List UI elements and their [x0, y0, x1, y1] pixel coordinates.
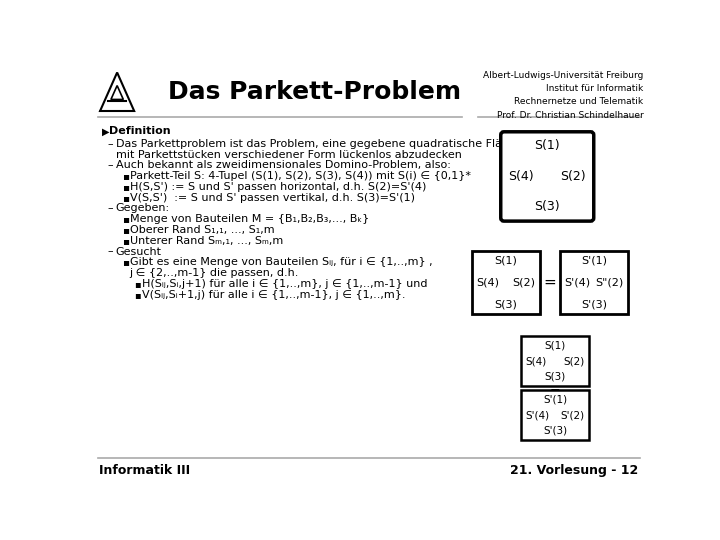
- Text: S"(2): S"(2): [595, 278, 624, 288]
- Bar: [521, 336, 589, 386]
- Text: –: –: [108, 204, 114, 213]
- Text: S'(3): S'(3): [543, 426, 567, 436]
- Text: ▪: ▪: [122, 182, 129, 192]
- Text: S'(4): S'(4): [526, 410, 549, 420]
- Text: V(Sᵢⱼ,Sᵢ+1,j) für alle i ∈ {1,..,m-1}, j ∈ {1,..,m}.: V(Sᵢⱼ,Sᵢ+1,j) für alle i ∈ {1,..,m-1}, j…: [142, 289, 405, 300]
- Text: S'(1): S'(1): [581, 256, 607, 266]
- Text: =: =: [549, 382, 560, 395]
- Text: ▪: ▪: [134, 279, 141, 289]
- Text: S(3): S(3): [544, 372, 566, 382]
- Text: S(2): S(2): [560, 170, 586, 183]
- Text: 21. Vorlesung - 12: 21. Vorlesung - 12: [510, 464, 639, 477]
- Text: ▪: ▪: [122, 193, 129, 202]
- Text: S'(2): S'(2): [560, 410, 585, 420]
- Text: H(Sᵢⱼ,Sᵢ,j+1) für alle i ∈ {1,..,m}, j ∈ {1,..,m-1} und: H(Sᵢⱼ,Sᵢ,j+1) für alle i ∈ {1,..,m}, j ∈…: [142, 279, 428, 289]
- Text: Auch bekannt als zweidimensionales Domino-Problem, also:: Auch bekannt als zweidimensionales Domin…: [116, 160, 451, 170]
- Text: Gesucht: Gesucht: [116, 247, 161, 256]
- Text: Albert-Ludwigs-Universität Freiburg
Institut für Informatik
Rechnernetze und Tel: Albert-Ludwigs-Universität Freiburg Inst…: [483, 71, 644, 119]
- Text: S'(1): S'(1): [543, 395, 567, 405]
- Text: j ∈ {2,..,m-1} die passen, d.h.: j ∈ {2,..,m-1} die passen, d.h.: [130, 268, 299, 278]
- Text: mit Parkettstücken verschiedener Form lückenlos abzudecken: mit Parkettstücken verschiedener Form lü…: [116, 150, 462, 159]
- Text: H(S,S') := S und S' passen horizontal, d.h. S(2)=S'(4): H(S,S') := S und S' passen horizontal, d…: [130, 182, 426, 192]
- Text: S'(4): S'(4): [564, 278, 590, 288]
- Text: Gegeben:: Gegeben:: [116, 204, 170, 213]
- Text: S(1): S(1): [544, 341, 566, 351]
- Bar: [472, 251, 540, 314]
- Text: V(S,S')  := S und S' passen vertikal, d.h. S(3)=S'(1): V(S,S') := S und S' passen vertikal, d.h…: [130, 193, 415, 202]
- Text: Unterer Rand Sₘ,₁, ..., Sₘ,m: Unterer Rand Sₘ,₁, ..., Sₘ,m: [130, 236, 283, 246]
- Text: ▪: ▪: [122, 257, 129, 267]
- Text: –: –: [108, 139, 114, 148]
- Text: S(4): S(4): [526, 356, 546, 366]
- Text: ▪: ▪: [134, 289, 141, 300]
- Text: ▶: ▶: [102, 126, 109, 137]
- Text: Informatik III: Informatik III: [99, 464, 190, 477]
- Text: Parkett-Teil S: 4-Tupel (S(1), S(2), S(3), S(4)) mit S(i) ∈ {0,1}*: Parkett-Teil S: 4-Tupel (S(1), S(2), S(3…: [130, 171, 471, 181]
- Text: Das Parkett-Problem: Das Parkett-Problem: [168, 80, 462, 104]
- Text: –: –: [108, 160, 114, 170]
- Text: ▪: ▪: [122, 236, 129, 246]
- Text: S(1): S(1): [495, 256, 518, 266]
- Text: Menge von Bauteilen M = {B₁,B₂,B₃,..., Bₖ}: Menge von Bauteilen M = {B₁,B₂,B₃,..., B…: [130, 214, 369, 224]
- Text: Gibt es eine Menge von Bauteilen Sᵢⱼ, für i ∈ {1,..,m} ,: Gibt es eine Menge von Bauteilen Sᵢⱼ, fü…: [130, 257, 432, 267]
- Text: Definition: Definition: [109, 126, 171, 137]
- Text: S(2): S(2): [563, 356, 585, 366]
- Text: =: =: [544, 275, 557, 290]
- Text: Oberer Rand S₁,₁, ..., S₁,m: Oberer Rand S₁,₁, ..., S₁,m: [130, 225, 274, 235]
- Text: S'(3): S'(3): [581, 300, 607, 309]
- Text: Das Parkettproblem ist das Problem, eine gegebene quadratische Fläche: Das Parkettproblem ist das Problem, eine…: [116, 139, 522, 148]
- Text: ▪: ▪: [122, 214, 129, 224]
- Text: –: –: [108, 247, 114, 256]
- Text: S(3): S(3): [495, 300, 518, 309]
- Text: S(2): S(2): [513, 278, 536, 288]
- Text: ▪: ▪: [122, 171, 129, 181]
- Text: S(1): S(1): [534, 139, 560, 152]
- Bar: [521, 390, 589, 440]
- Bar: [559, 251, 628, 314]
- FancyBboxPatch shape: [500, 132, 594, 221]
- Text: S(4): S(4): [477, 278, 500, 288]
- Text: S(3): S(3): [534, 200, 560, 213]
- Text: ▪: ▪: [122, 225, 129, 235]
- Text: S(4): S(4): [508, 170, 534, 183]
